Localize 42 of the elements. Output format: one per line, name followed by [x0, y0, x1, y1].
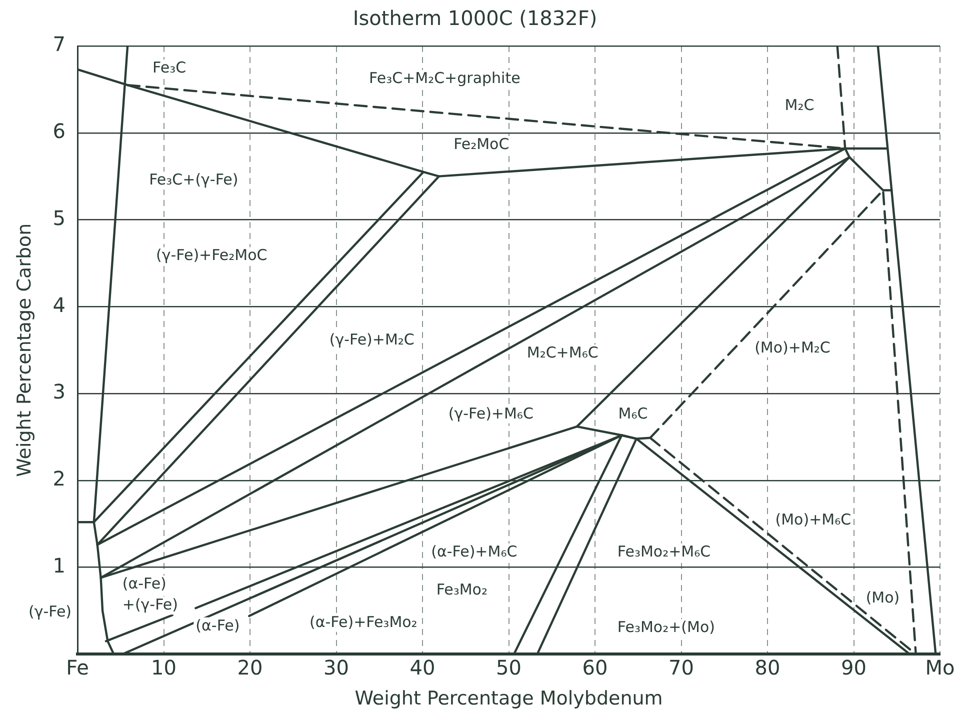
text: (γ-Fe) — [28, 602, 72, 620]
x-tick-label: 10 — [151, 655, 176, 680]
annotation: (α-Fe)+M₆C — [431, 542, 518, 560]
annotation: (α-Fe) +(γ-Fe) — [122, 574, 178, 614]
y-tick-label: 3 — [52, 380, 66, 404]
y-tick-label: 1 — [52, 554, 66, 578]
x-tick-label: Mo — [925, 655, 955, 680]
annotation: M₂C+M₆C — [526, 343, 598, 362]
y-tick-label: 7 — [52, 32, 66, 56]
x-tick-label: 90 — [841, 655, 866, 680]
x-tick-label: 60 — [582, 655, 608, 680]
y-axis-title: Weight Percentage Carbon — [13, 223, 36, 477]
y-tick-label: 4 — [52, 292, 66, 317]
annotation: (Mo)+M₂C — [754, 338, 830, 356]
annotation: (Mo) — [866, 588, 900, 606]
annotation: Fe₃Mo₂+(Mo) — [617, 618, 716, 636]
x-tick-label: Fe — [66, 655, 89, 680]
x-tick-label: 30 — [324, 655, 349, 680]
x-tick-label: 70 — [668, 655, 694, 680]
annotation: Fe₃C — [152, 58, 186, 76]
x-axis-title: Weight Percentage Molybdenum — [354, 688, 663, 710]
annotation: Fe₃C+(γ-Fe) — [149, 170, 238, 189]
annotation: M₂C — [784, 96, 814, 114]
x-tick-label: 80 — [754, 655, 780, 680]
chart-title: Isotherm 1000C (1832F) — [352, 6, 598, 30]
y-tick-label: 5 — [52, 206, 66, 230]
annotation: (Mo)+M₆C — [775, 510, 852, 528]
annotation: Fe₃Mo₂+M₆C — [617, 542, 711, 560]
annotation: (γ-Fe)+M₂C — [329, 330, 414, 348]
x-tick-label: 20 — [237, 655, 263, 680]
annotation: Fe₂MoC — [454, 134, 510, 153]
y-tick-label: 2 — [52, 466, 66, 491]
annotation: (γ-Fe)+Fe₂MoC — [156, 246, 268, 264]
annotation: M₆C — [618, 404, 648, 422]
annotation: (α-Fe) — [196, 616, 240, 634]
x-tick-label: 40 — [410, 655, 436, 680]
annotation: Fe₃Mo₂ — [436, 580, 488, 599]
x-tick-label: 50 — [496, 655, 522, 680]
annotation: (γ-Fe)+M₆C — [448, 404, 534, 422]
y-tick-label: 6 — [52, 119, 66, 144]
annotation: (α-Fe)+Fe₃Mo₂ — [310, 612, 418, 631]
annotation: Fe₃C+M₂C+graphite — [369, 68, 520, 87]
